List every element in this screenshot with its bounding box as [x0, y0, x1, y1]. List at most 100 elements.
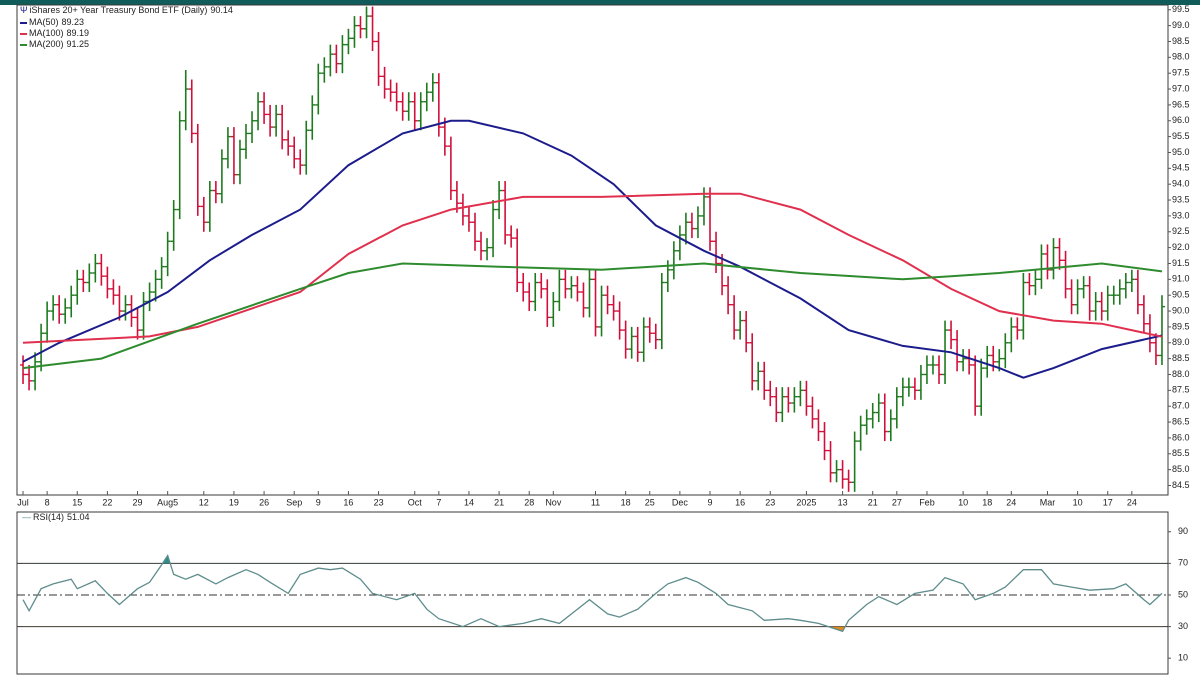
x-tick-label: 12 [199, 497, 209, 507]
y-tick-label: 96.0 [1172, 115, 1190, 125]
x-tick-label: Oct [408, 497, 423, 507]
y-tick-label: 99.5 [1172, 4, 1190, 14]
y-tick-label: 94.5 [1172, 163, 1190, 173]
rsi-legend: — RSI(14) 51.04 [22, 512, 90, 522]
x-tick-label: 21 [868, 497, 878, 507]
y-tick-label: 86.0 [1172, 432, 1190, 442]
y-tick-label: 98.5 [1172, 36, 1190, 46]
x-tick-label: Sep [286, 497, 302, 507]
rsi-last: 51.04 [67, 512, 90, 522]
y-tick-label: 88.5 [1172, 353, 1190, 363]
x-tick-label: 9 [708, 497, 713, 507]
y-tick-label: 89.0 [1172, 337, 1190, 347]
y-tick-label: 88.0 [1172, 369, 1190, 379]
y-tick-label: 89.5 [1172, 321, 1190, 331]
y-tick-label: 86.5 [1172, 416, 1190, 426]
y-tick-label: 50 [1178, 589, 1188, 599]
y-tick-label: 93.0 [1172, 210, 1190, 220]
y-tick-label: 91.5 [1172, 258, 1190, 268]
legend-icon: — [22, 512, 31, 522]
x-tick-label: 10 [1073, 497, 1083, 507]
y-tick-label: 94.0 [1172, 179, 1190, 189]
x-tick-label: 17 [1103, 497, 1113, 507]
y-tick-label: 84.5 [1172, 480, 1190, 490]
x-tick-label: 24 [1006, 497, 1016, 507]
y-tick-label: 85.0 [1172, 464, 1190, 474]
legend-name: MA(200) [29, 39, 64, 49]
legend-entry: MA(100) 89.19 [29, 28, 89, 38]
x-tick-label: Feb [919, 497, 935, 507]
y-tick-label: 95.5 [1172, 131, 1190, 141]
x-tick-label: 18 [982, 497, 992, 507]
y-tick-label: 70 [1178, 558, 1188, 568]
y-tick-label: 97.0 [1172, 83, 1190, 93]
x-tick-label: 16 [735, 497, 745, 507]
y-tick-label: 92.5 [1172, 226, 1190, 236]
y-tick-label: 95.0 [1172, 147, 1190, 157]
x-tick-label: 28 [524, 497, 534, 507]
y-tick-label: 85.5 [1172, 448, 1190, 458]
y-tick-label: 92.0 [1172, 242, 1190, 252]
x-tick-label: 2025 [796, 497, 816, 507]
rsi-name: RSI(14) [33, 512, 64, 522]
x-tick-label: Mar [1040, 497, 1056, 507]
x-tick-label: 16 [343, 497, 353, 507]
x-tick-label: Aug5 [157, 497, 178, 507]
x-tick-label: 10 [958, 497, 968, 507]
y-tick-label: 87.5 [1172, 385, 1190, 395]
y-tick-label: 91.0 [1172, 274, 1190, 284]
y-tick-label: 90.5 [1172, 290, 1190, 300]
legend-value: 91.25 [67, 39, 90, 49]
rsi-line [22, 553, 1163, 633]
moving-average [22, 119, 1163, 379]
legend-entry: MA(50) 89.23 [29, 17, 84, 27]
x-tick-label: 15 [72, 497, 82, 507]
x-tick-label: Jul [17, 497, 29, 507]
last-close: 90.14 [210, 5, 233, 15]
y-tick-label: 10 [1178, 653, 1188, 663]
x-tick-label: 7 [436, 497, 441, 507]
x-tick-label: 21 [494, 497, 504, 507]
chart-title: iShares 20+ Year Treasury Bond ETF (Dail… [30, 5, 208, 15]
y-tick-label: 99.0 [1172, 20, 1190, 30]
y-tick-label: 90 [1178, 526, 1188, 536]
y-tick-label: 93.5 [1172, 194, 1190, 204]
x-tick-label: 13 [838, 497, 848, 507]
y-tick-label: 96.5 [1172, 99, 1190, 109]
x-tick-label: 25 [645, 497, 655, 507]
x-tick-label: 23 [374, 497, 384, 507]
legend-name: MA(100) [29, 28, 64, 38]
x-tick-label: 9 [316, 497, 321, 507]
y-tick-label: 98.0 [1172, 52, 1190, 62]
legend-entry: MA(200) 91.25 [29, 39, 89, 49]
moving-average [22, 192, 1163, 344]
moving-average [22, 262, 1163, 370]
legend-name: MA(50) [29, 17, 59, 27]
x-tick-label: Dec [672, 497, 689, 507]
x-tick-label: 23 [765, 497, 775, 507]
price-panel [16, 4, 1169, 496]
x-tick-label: 29 [133, 497, 143, 507]
rsi-panel [16, 511, 1169, 675]
x-tick-label: 19 [229, 497, 239, 507]
x-tick-label: Nov [545, 497, 562, 507]
x-tick-label: 22 [102, 497, 112, 507]
x-tick-label: 27 [892, 497, 902, 507]
y-tick-label: 90.0 [1172, 305, 1190, 315]
legend-icon: Ψ [20, 5, 28, 15]
x-tick-label: 24 [1127, 497, 1137, 507]
x-tick-label: 14 [464, 497, 474, 507]
x-tick-label: 26 [259, 497, 269, 507]
legend-value: 89.19 [67, 28, 90, 38]
x-tick-label: 18 [621, 497, 631, 507]
x-tick-label: 11 [591, 497, 600, 507]
legend-value: 89.23 [62, 17, 85, 27]
y-tick-label: 87.0 [1172, 401, 1190, 411]
y-tick-label: 97.5 [1172, 68, 1190, 78]
y-tick-label: 30 [1178, 621, 1188, 631]
header-strip [0, 0, 1200, 5]
x-tick-label: 8 [45, 497, 50, 507]
